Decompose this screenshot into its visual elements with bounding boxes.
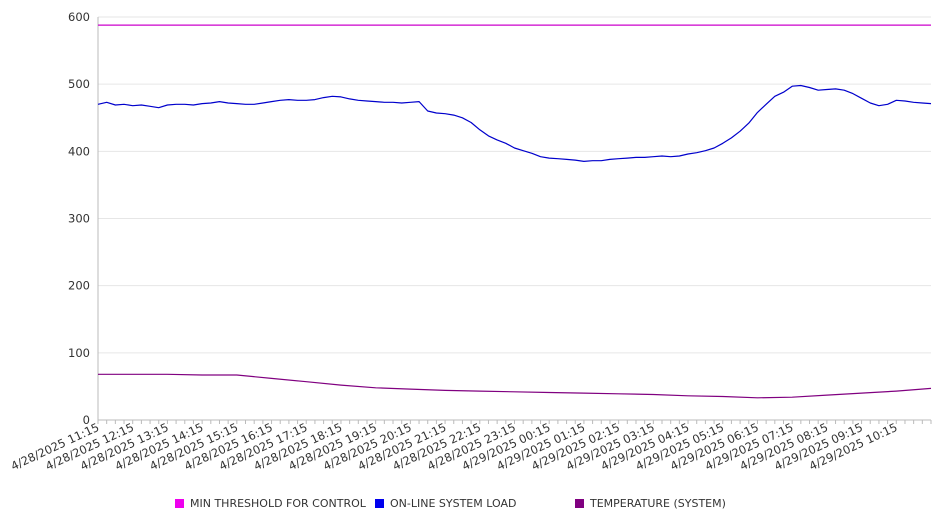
series-lines (97, 24, 932, 399)
x-tick-labels: 4/28/2025 11:154/28/2025 12:154/28/2025 … (9, 420, 900, 473)
legend-label-threshold: MIN THRESHOLD FOR CONTROL (190, 497, 366, 510)
y-tick-label: 100 (68, 346, 90, 360)
legend-item-load[interactable]: ON-LINE SYSTEM LOAD (375, 497, 516, 510)
y-tick-labels: 0 100 200 300 400 500 600 (68, 10, 90, 427)
legend-swatch-temperature (575, 499, 584, 508)
legend-swatch-threshold (175, 499, 184, 508)
y-tick-label: 600 (68, 10, 90, 24)
legend: MIN THRESHOLD FOR CONTROL ON-LINE SYSTEM… (0, 497, 946, 515)
y-tick-label: 300 (68, 212, 90, 226)
axes (97, 17, 932, 424)
legend-label-temperature: TEMPERATURE (SYSTEM) (590, 497, 726, 510)
legend-item-temperature[interactable]: TEMPERATURE (SYSTEM) (575, 497, 726, 510)
y-tick-label: 400 (68, 144, 90, 158)
legend-label-load: ON-LINE SYSTEM LOAD (390, 497, 517, 510)
y-tick-label: 200 (68, 279, 90, 293)
y-tick-label: 500 (68, 77, 90, 91)
grid-lines (98, 16, 931, 354)
temperature-line (98, 373, 932, 399)
y-tick-label: 0 (83, 413, 90, 427)
load-line (97, 84, 932, 162)
legend-item-threshold[interactable]: MIN THRESHOLD FOR CONTROL (175, 497, 366, 510)
legend-swatch-load (375, 499, 384, 508)
